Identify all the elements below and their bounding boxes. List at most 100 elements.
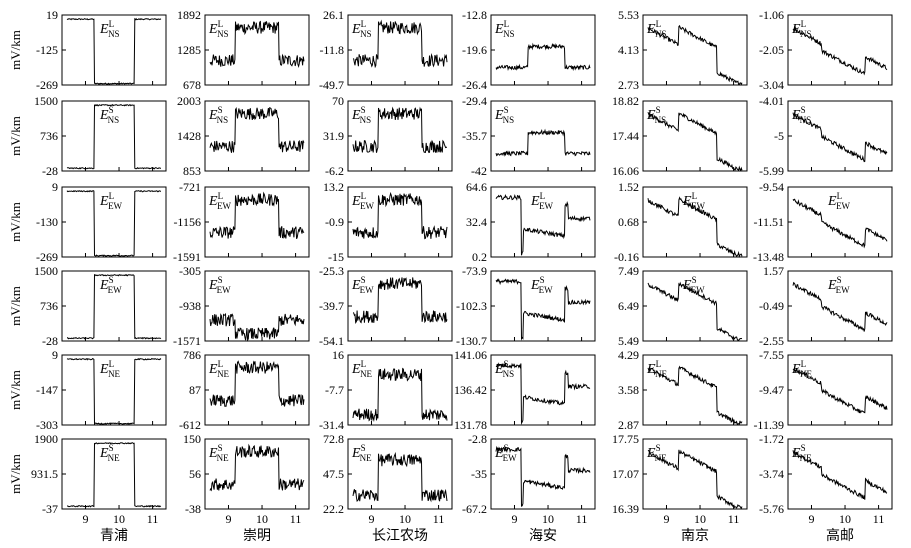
series-line: [792, 281, 888, 332]
panel-label-sup: S: [504, 443, 509, 453]
panel-label: ES EW: [682, 275, 705, 295]
panel-label: ES EW: [494, 443, 517, 463]
panel-label: ES EW: [99, 275, 122, 295]
series-line: [209, 312, 305, 342]
series-line: [495, 128, 591, 157]
y-tick-label: -28: [42, 164, 58, 178]
panel-label-symbol: E: [682, 194, 692, 209]
x-tick-label: 10: [113, 512, 125, 526]
panel-label-symbol: E: [351, 194, 361, 209]
y-tick-label: -0.16: [614, 250, 639, 264]
panel-label-symbol: E: [208, 108, 218, 123]
x-tick-label: 9: [808, 512, 814, 526]
series-line: [66, 189, 161, 257]
panel-label-sub: EW: [691, 285, 705, 295]
y-tick-label: 56: [189, 467, 201, 481]
panel-label-sup: L: [361, 19, 367, 29]
panel-label-sub: EW: [108, 285, 122, 295]
panel-label-sup: S: [361, 275, 366, 285]
y-tick-label: -305: [179, 264, 201, 278]
panel-label-symbol: E: [208, 194, 218, 209]
series-line: [66, 103, 161, 170]
y-tick-label: -6.2: [325, 164, 344, 178]
y-tick-label: -15: [328, 250, 344, 264]
y-tick-label: -38: [185, 502, 201, 516]
panel-label: EL EW: [351, 191, 375, 211]
panel-label-sup: S: [504, 105, 509, 115]
panel-label-symbol: E: [494, 446, 504, 461]
panel-label-sup: S: [504, 359, 509, 369]
y-tick-label: 26.1: [323, 8, 344, 22]
y-tick-label: -147: [36, 383, 58, 397]
panel-label: EL NE: [99, 359, 121, 379]
y-tick-label: 736: [40, 129, 58, 143]
panel-label: ES NS: [208, 105, 228, 125]
panel-label-sup: S: [540, 275, 545, 285]
y-tick-label: -1571: [173, 334, 201, 348]
series-line: [352, 367, 448, 422]
panel-label-sub: NE: [217, 369, 229, 379]
panel-label: EL EW: [530, 191, 554, 211]
panel-label-sub: NE: [108, 453, 120, 463]
panel-label-symbol: E: [99, 362, 109, 377]
y-tick-label: -0.9: [325, 215, 344, 229]
panel-label-sub: NS: [360, 115, 372, 125]
y-tick-label: 5.49: [618, 334, 639, 348]
panel-label-sub: NE: [217, 453, 229, 463]
y-axis-label: mV/km: [8, 370, 23, 410]
y-tick-label: -28: [42, 334, 58, 348]
panel-label-symbol: E: [99, 194, 109, 209]
series-line: [352, 19, 448, 69]
panel-label-sup: L: [218, 191, 224, 201]
panel-label-sub: EW: [836, 285, 850, 295]
y-tick-label: 18.82: [612, 94, 639, 108]
y-tick-label: 131.78: [454, 418, 487, 432]
panel-label: ES EW: [827, 275, 850, 295]
series-line: [792, 112, 888, 163]
panel-label-sub: NS: [503, 369, 515, 379]
y-tick-label: -19.6: [462, 43, 487, 57]
x-tick-label: 9: [225, 512, 231, 526]
y-tick-label: -1156: [173, 215, 201, 229]
panel-label-sup: S: [218, 275, 223, 285]
series-line: [66, 357, 162, 426]
y-tick-label: -1.06: [759, 8, 784, 22]
panel-label-symbol: E: [791, 108, 801, 123]
y-axis-label: mV/km: [8, 30, 23, 70]
y-tick-label: -5.76: [759, 502, 784, 516]
y-tick-label: -67.2: [462, 502, 487, 516]
panel-label-sub: EW: [360, 285, 374, 295]
panel-label-sup: L: [109, 19, 115, 29]
panel-label-sup: L: [656, 359, 662, 369]
panel-label-sup: L: [361, 191, 367, 201]
x-tick-label: 10: [256, 512, 268, 526]
panel-label-sub: NE: [655, 453, 667, 463]
panel-label: EL NS: [791, 19, 812, 39]
y-tick-label: -11.8: [319, 43, 344, 57]
y-tick-label: -7.7: [325, 383, 344, 397]
panel-label-symbol: E: [827, 194, 837, 209]
x-tick-label: 10: [694, 512, 706, 526]
panel-label: ES NE: [351, 443, 372, 463]
y-tick-label: -1591: [173, 250, 201, 264]
panel-label-symbol: E: [646, 446, 656, 461]
panel-label-sup: L: [656, 19, 662, 29]
panel-label: ES NS: [494, 359, 514, 379]
y-tick-label: 5.53: [618, 8, 639, 22]
y-tick-label: -42: [471, 164, 487, 178]
panel-label-sub: NS: [655, 115, 667, 125]
panel-label-sub: NE: [360, 453, 372, 463]
panel-label-symbol: E: [530, 194, 540, 209]
panel-label: ES NE: [99, 443, 120, 463]
y-tick-label: 678: [183, 78, 201, 92]
panel-label: ES NE: [791, 443, 812, 463]
y-tick-label: 16: [332, 348, 344, 362]
panel-label: ES NS: [646, 105, 666, 125]
y-tick-label: -25.3: [319, 264, 344, 278]
panel-label-sup: S: [656, 105, 661, 115]
y-tick-label: -1.72: [759, 432, 784, 446]
panel-label-symbol: E: [208, 278, 218, 293]
panel-label-sub: NE: [800, 453, 812, 463]
y-tick-label: 70: [332, 94, 344, 108]
